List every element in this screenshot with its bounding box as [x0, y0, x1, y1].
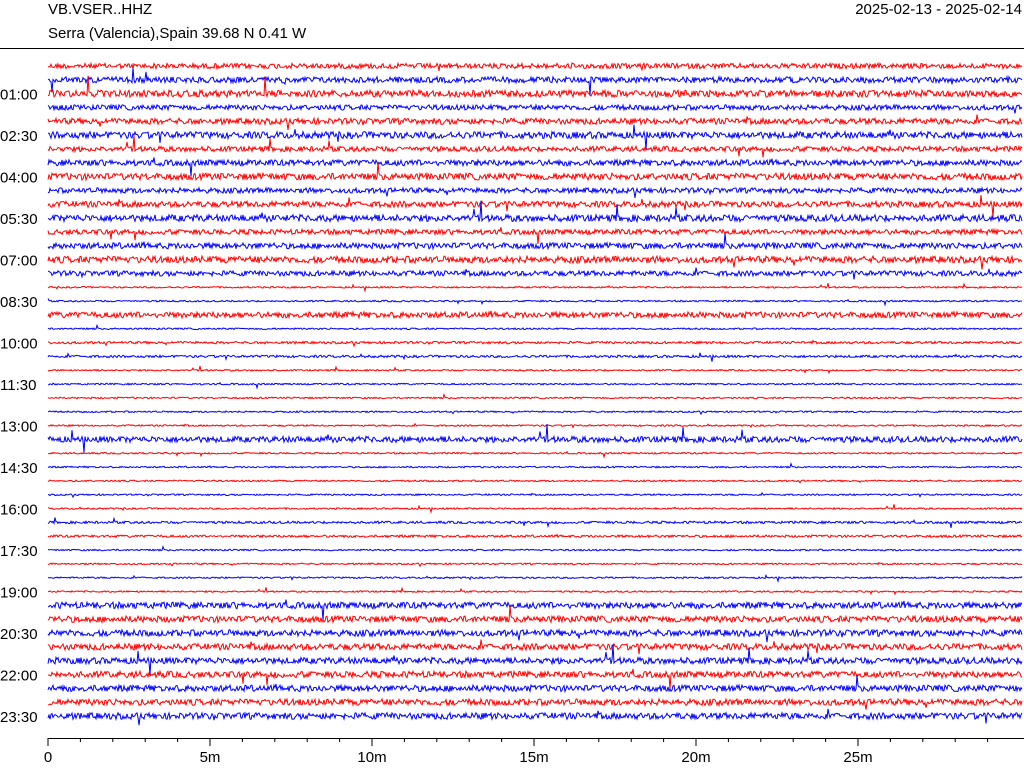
trace [47, 339, 1023, 348]
trace [48, 381, 1023, 390]
trace [47, 668, 1023, 690]
x-tick-label: 25m [843, 749, 872, 766]
trace [47, 267, 1023, 280]
trace [47, 479, 1023, 484]
trace [47, 67, 1023, 96]
trace [47, 282, 1023, 293]
y-tick-label: 14:30 [0, 460, 38, 477]
trace [47, 195, 1023, 218]
trace [47, 227, 1023, 244]
trace [47, 124, 1023, 151]
trace [47, 254, 1023, 270]
trace [47, 708, 1023, 726]
trace [47, 605, 1023, 625]
y-tick-label: 02:30 [0, 128, 38, 145]
trace [47, 323, 1023, 331]
trace [47, 599, 1023, 621]
y-tick-label: 05:30 [0, 211, 38, 228]
x-tick-label: 20m [681, 749, 710, 766]
trace [47, 674, 1023, 694]
trace [47, 545, 1023, 552]
trace [47, 450, 1023, 459]
trace [47, 365, 1023, 375]
x-tick-label: 5m [200, 749, 221, 766]
trace [47, 114, 1023, 130]
trace [47, 639, 1023, 655]
trace [47, 298, 1023, 307]
trace [47, 422, 1023, 429]
x-tick-label: 15m [519, 749, 548, 766]
x-tick-label: 0 [44, 749, 52, 766]
y-tick-label: 11:30 [0, 377, 36, 394]
trace [47, 491, 1023, 499]
trace [47, 393, 1023, 400]
y-tick-label: 13:00 [0, 419, 38, 436]
y-tick-label: 20:30 [0, 626, 38, 643]
trace [47, 627, 1023, 643]
trace [47, 586, 1023, 596]
trace [47, 200, 1023, 224]
y-tick-label: 19:00 [0, 585, 38, 602]
trace [47, 157, 1023, 177]
y-tick-label: 10:00 [0, 336, 38, 353]
y-tick-label: 07:00 [0, 253, 38, 270]
trace [47, 61, 1023, 72]
trace [47, 233, 1023, 251]
trace [47, 423, 1023, 453]
station-location: Serra (Valencia),Spain 39.68 N 0.41 W [48, 25, 307, 42]
y-tick-label: 17:30 [0, 543, 38, 560]
trace [47, 516, 1023, 529]
date-range: 2025-02-13 - 2025-02-14 [855, 1, 1022, 18]
trace [47, 352, 1023, 362]
x-tick-label: 10m [357, 749, 386, 766]
trace [47, 644, 1023, 675]
y-tick-label: 22:00 [0, 667, 38, 684]
trace [47, 75, 1023, 99]
trace [47, 103, 1023, 114]
trace [47, 186, 1023, 198]
trace [47, 573, 1023, 584]
trace [47, 162, 1023, 182]
trace [47, 135, 1023, 158]
y-tick-label: 08:30 [0, 294, 38, 311]
trace [47, 697, 1023, 710]
trace [47, 410, 1023, 416]
station-code: VB.VSER..HHZ [48, 1, 152, 18]
y-tick-label: 04:00 [0, 170, 38, 187]
trace [47, 310, 1023, 320]
y-tick-label: 01:00 [0, 87, 38, 104]
trace [47, 561, 1023, 568]
y-tick-label: 16:00 [0, 502, 38, 519]
trace [47, 462, 1023, 469]
trace [47, 533, 1023, 539]
trace [47, 504, 1023, 515]
y-tick-label: 23:30 [0, 709, 38, 726]
